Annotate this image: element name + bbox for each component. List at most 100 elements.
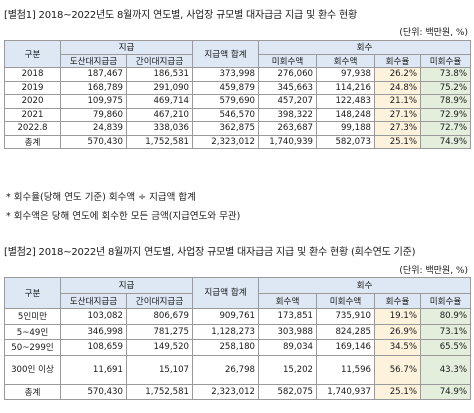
cell: 346,998 (60, 323, 127, 340)
table2: 구분 지급 지급액 합계 회수 도산대지급금 간이대지급금 회수액 미회수액 회… (4, 277, 472, 400)
table2-header-jigeup-total: 지급액 합계 (192, 277, 260, 309)
cell: 78.9% (420, 94, 472, 109)
cell: 570,430 (60, 134, 127, 149)
cell: 75.2% (420, 80, 472, 95)
table2-header-sub6: 미회수율 (420, 292, 472, 309)
table1: 구분 지급 지급액 합계 회수 도산대지급금 간이대지급금 미회수액 회수액 회… (4, 40, 472, 149)
cell: 72.9% (420, 107, 472, 122)
cell: 909,761 (192, 308, 260, 325)
cell: 398,322 (258, 107, 318, 122)
row-label: 2020 (4, 94, 61, 109)
cell: 1,740,939 (258, 134, 318, 149)
cell: 338,036 (125, 121, 194, 136)
table1-header-jigeup: 지급 (59, 40, 194, 55)
cell: 73.1% (420, 323, 472, 340)
row-label: 2022.8 (4, 121, 61, 136)
cell: 108,659 (60, 339, 127, 356)
row-label: 300인 이상 (4, 354, 61, 385)
cell: 43.3% (420, 354, 472, 385)
cell: 2,323,012 (192, 383, 260, 400)
cell: 114,216 (316, 80, 376, 95)
table1-header-sub4: 회수액 (316, 53, 376, 68)
table1-header-sub3: 미회수액 (258, 53, 318, 68)
row-label: 5~49인 (4, 323, 61, 340)
footnote: * 회수액은 당해 연도에 회수한 모든 금액(지급연도와 무관) (6, 211, 241, 222)
cell: 345,663 (258, 80, 318, 95)
table-row: 2020 109,975 469,714 579,690 457,207 122… (4, 94, 472, 109)
cell: 27.1% (374, 107, 422, 122)
table1-title: [별첨1] 2018~2022년도 8월까지 연도별, 사업장 규모별 대자급금… (4, 10, 357, 21)
cell: 26.2% (374, 67, 422, 82)
table1-header-sub2: 간이대지급금 (125, 53, 194, 68)
cell: 459,879 (192, 80, 260, 95)
cell: 362,875 (192, 121, 260, 136)
cell: 11,691 (60, 354, 127, 385)
row-label: 50~299인 (4, 339, 61, 356)
table1-header-gubun: 구분 (4, 40, 61, 68)
cell: 469,714 (125, 94, 194, 109)
cell: 34.5% (374, 339, 422, 356)
cell: 1,740,937 (316, 383, 376, 400)
footnote: * 회수율(당해 연도 기준) 회수액 ÷ 지급액 합계 (6, 192, 196, 203)
cell: 24,839 (60, 121, 127, 136)
table2-unit: (단위: 백만원, %) (399, 266, 468, 276)
row-label: 2019 (4, 80, 61, 95)
table2-header-sub3: 회수액 (258, 292, 318, 309)
cell: 173,851 (258, 308, 318, 325)
row-label: 5인미만 (4, 308, 61, 325)
cell: 25.1% (374, 383, 422, 400)
cell: 11,596 (316, 354, 376, 385)
table-row: 2022.8 24,839 338,036 362,875 263,687 99… (4, 121, 472, 136)
row-label: 총계 (4, 383, 61, 400)
table2-title: [별첨2] 2018~2022년 8월까지 연도별, 사업장 규모별 대자급금 … (4, 247, 416, 258)
table1-header-sub1: 도산대지급금 (60, 53, 127, 68)
cell: 103,082 (60, 308, 127, 325)
cell: 187,467 (60, 67, 127, 82)
table-row: 5~49인 346,998 781,275 1,128,273 303,988 … (4, 323, 472, 340)
table-row: 5인미만 103,082 806,679 909,761 173,851 735… (4, 308, 472, 325)
table2-header-sub1: 도산대지급금 (60, 292, 127, 309)
cell: 781,275 (125, 323, 194, 340)
cell: 27.3% (374, 121, 422, 136)
table2-header-sub4: 미회수액 (316, 292, 376, 309)
cell: 97,938 (316, 67, 376, 82)
cell: 1,752,581 (125, 383, 194, 400)
table-row: 2019 168,789 291,090 459,879 345,663 114… (4, 80, 472, 95)
cell: 457,207 (258, 94, 318, 109)
cell: 72.7% (420, 121, 472, 136)
cell: 303,988 (258, 323, 318, 340)
cell: 373,998 (192, 67, 260, 82)
table-row: 2021 79,860 467,210 546,570 398,322 148,… (4, 107, 472, 122)
cell: 74.9% (420, 383, 472, 400)
cell: 26,798 (192, 354, 260, 385)
cell: 276,060 (258, 67, 318, 82)
cell: 263,687 (258, 121, 318, 136)
cell: 1,752,581 (125, 134, 194, 149)
cell: 168,789 (60, 80, 127, 95)
cell: 80.9% (420, 308, 472, 325)
cell: 148,248 (316, 107, 376, 122)
table-total-row: 총계 570,430 1,752,581 2,323,012 582,075 1… (4, 383, 472, 400)
cell: 19.1% (374, 308, 422, 325)
cell: 149,520 (125, 339, 194, 356)
cell: 806,679 (125, 308, 194, 325)
table-row: 2018 187,467 186,531 373,998 276,060 97,… (4, 67, 472, 82)
row-label: 2018 (4, 67, 61, 82)
table-total-row: 총계 570,430 1,752,581 2,323,012 1,740,939… (4, 134, 472, 149)
cell: 582,075 (258, 383, 318, 400)
cell: 582,073 (316, 134, 376, 149)
cell: 15,107 (125, 354, 194, 385)
table2-header-sub5: 회수율 (374, 292, 422, 309)
cell: 570,430 (60, 383, 127, 400)
table2-header-hwansu: 회수 (258, 277, 472, 294)
cell: 109,975 (60, 94, 127, 109)
cell: 824,285 (316, 323, 376, 340)
table2-header-gubun: 구분 (4, 277, 61, 309)
cell: 74.9% (420, 134, 472, 149)
cell: 122,483 (316, 94, 376, 109)
cell: 169,146 (316, 339, 376, 356)
row-label: 총계 (4, 134, 61, 149)
cell: 735,910 (316, 308, 376, 325)
cell: 2,323,012 (192, 134, 260, 149)
table2-header-jigeup: 지급 (59, 277, 194, 294)
